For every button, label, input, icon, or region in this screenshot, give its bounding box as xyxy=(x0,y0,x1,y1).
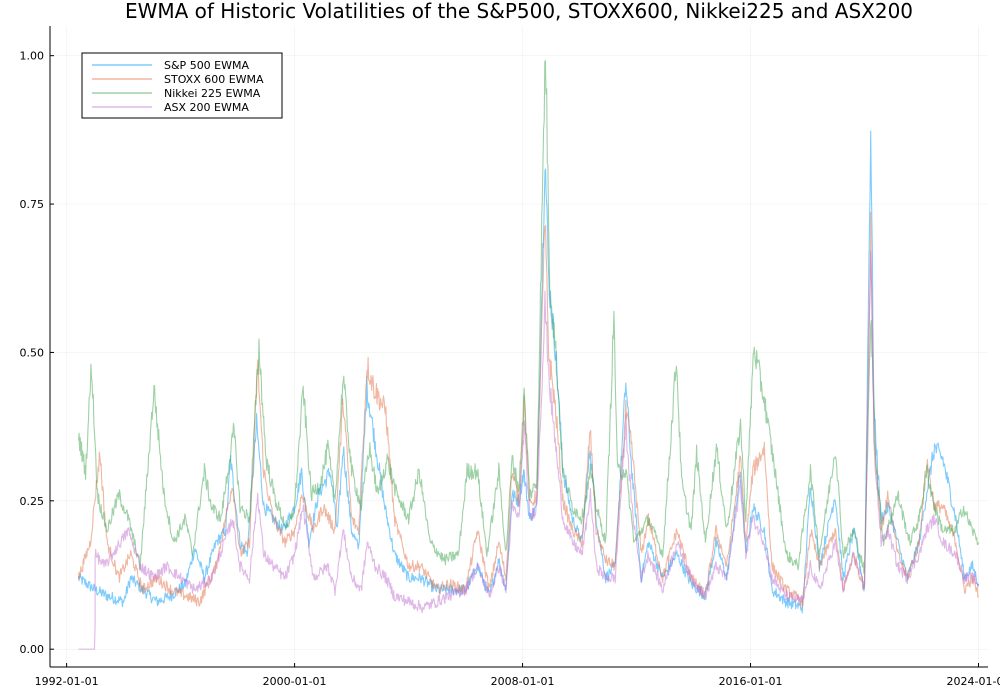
legend-label-3: ASX 200 EWMA xyxy=(164,101,249,114)
x-tick-label-3: 2016-01-01 xyxy=(719,675,783,688)
y-tick-label-1: 0.25 xyxy=(20,495,45,508)
series-layer xyxy=(77,59,980,650)
y-tick-label-4: 1.00 xyxy=(20,50,45,63)
y-tick-label-0: 0.00 xyxy=(20,643,45,656)
series-line-3 xyxy=(78,250,980,650)
y-tick-label-2: 0.50 xyxy=(20,346,45,359)
series-line-2 xyxy=(77,59,980,574)
axes-layer: 1992-01-01 2000-01-01 2008-01-01 2016-01-01… xyxy=(20,26,1000,688)
x-tick-label-4: 2024-01-01 xyxy=(947,675,1000,688)
legend-label-2: Nikkei 225 EWMA xyxy=(164,87,261,100)
y-tick-label-3: 0.75 xyxy=(20,198,45,211)
grid-layer xyxy=(50,26,988,667)
legend-label-0: S&P 500 EWMA xyxy=(164,59,249,72)
x-tick-label-0: 1992-01-01 xyxy=(35,675,99,688)
legend-label-1: STOXX 600 EWMA xyxy=(164,73,264,86)
series-line-0 xyxy=(77,130,980,614)
x-tick-label-2: 2008-01-01 xyxy=(491,675,555,688)
chart-title: EWMA of Historic Volatilities of the S&P… xyxy=(125,0,913,23)
x-tick-label-1: 2000-01-01 xyxy=(263,675,327,688)
